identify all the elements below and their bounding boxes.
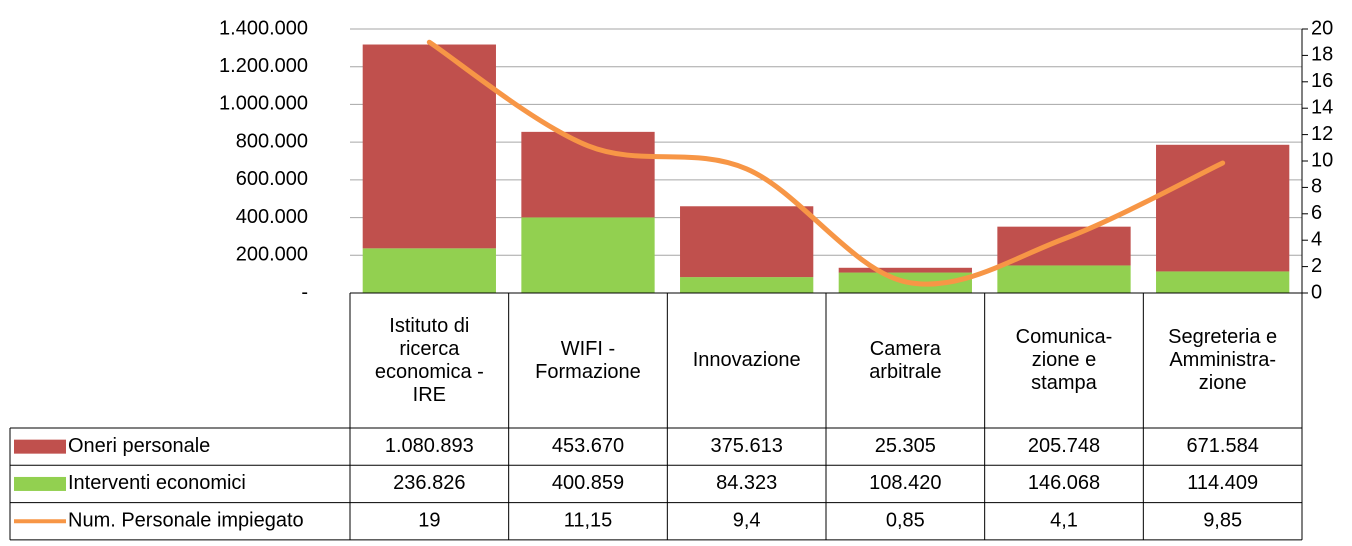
table-value: 114.409 [1187, 472, 1258, 494]
legend-label: Interventi economici [68, 472, 246, 494]
bar [997, 265, 1131, 293]
table-value: 400.859 [552, 472, 624, 494]
legend-key [14, 476, 66, 491]
table-value: 25.305 [875, 435, 936, 457]
y2-tick-label: 12 [1311, 123, 1333, 145]
table-value: 11,15 [564, 510, 613, 532]
y2-tick-label: 16 [1311, 70, 1333, 92]
y2-tick-label: 0 [1311, 281, 1322, 303]
y-tick-label: 1.200.000 [219, 55, 308, 77]
bar [521, 217, 655, 293]
line-series [426, 39, 1226, 287]
table-value: 453.670 [552, 435, 624, 457]
table-value: 84.323 [716, 472, 777, 494]
table-value: 9,85 [1203, 510, 1242, 532]
table-value: 375.613 [711, 435, 783, 457]
y-tick-label: 800.000 [236, 130, 308, 152]
table-value: 4,1 [1050, 510, 1078, 532]
y-tick-label: 1.000.000 [219, 93, 308, 115]
x-tick-label: Comunica- zione e stampa [1015, 326, 1113, 394]
legend-label: Num. Personale impiegato [68, 510, 304, 532]
y2-tick-label: 8 [1311, 176, 1322, 198]
x-tick-label: WIFI - Formazione [535, 337, 641, 383]
y-tick-label: - [301, 281, 308, 303]
table-value: 205.748 [1028, 435, 1100, 457]
x-tick-label: Camera arbitrale [869, 337, 942, 383]
bar [680, 206, 814, 278]
y2-tick-label: 2 [1311, 255, 1322, 277]
table-value: 9,4 [733, 510, 761, 532]
table-value: 146.068 [1028, 472, 1100, 494]
bar [1156, 144, 1290, 272]
y2-tick-label: 4 [1311, 228, 1322, 250]
x-tick-label: Istituto di ricerca economica - IRE [374, 314, 484, 406]
bar [1156, 271, 1290, 293]
y2-tick-label: 14 [1311, 96, 1333, 118]
table-value: 0,85 [886, 510, 925, 532]
y-tick-label: 1.400.000 [219, 17, 308, 39]
y-tick-label: 600.000 [236, 168, 308, 190]
y2-tick-label: 6 [1311, 202, 1322, 224]
bar [838, 267, 972, 273]
bar [362, 44, 496, 249]
legend-label: Oneri personale [68, 435, 210, 457]
table-value: 19 [418, 510, 440, 532]
y-tick-label: 200.000 [236, 244, 308, 266]
y-tick-label: 400.000 [236, 206, 308, 228]
table-value: 108.420 [869, 472, 941, 494]
table-value: 1.080.893 [385, 435, 474, 457]
x-tick-label: Innovazione [692, 349, 801, 371]
y2-tick-label: 20 [1311, 17, 1333, 39]
table-value: 671.584 [1187, 435, 1259, 457]
bar [680, 277, 814, 293]
bar [362, 248, 496, 293]
legend-key [14, 439, 66, 454]
y2-tick-label: 10 [1311, 149, 1333, 171]
y2-tick-label: 18 [1311, 44, 1333, 66]
x-tick-label: Segreteria e Amministra- zione [1168, 326, 1278, 394]
table-value: 236.826 [393, 472, 465, 494]
